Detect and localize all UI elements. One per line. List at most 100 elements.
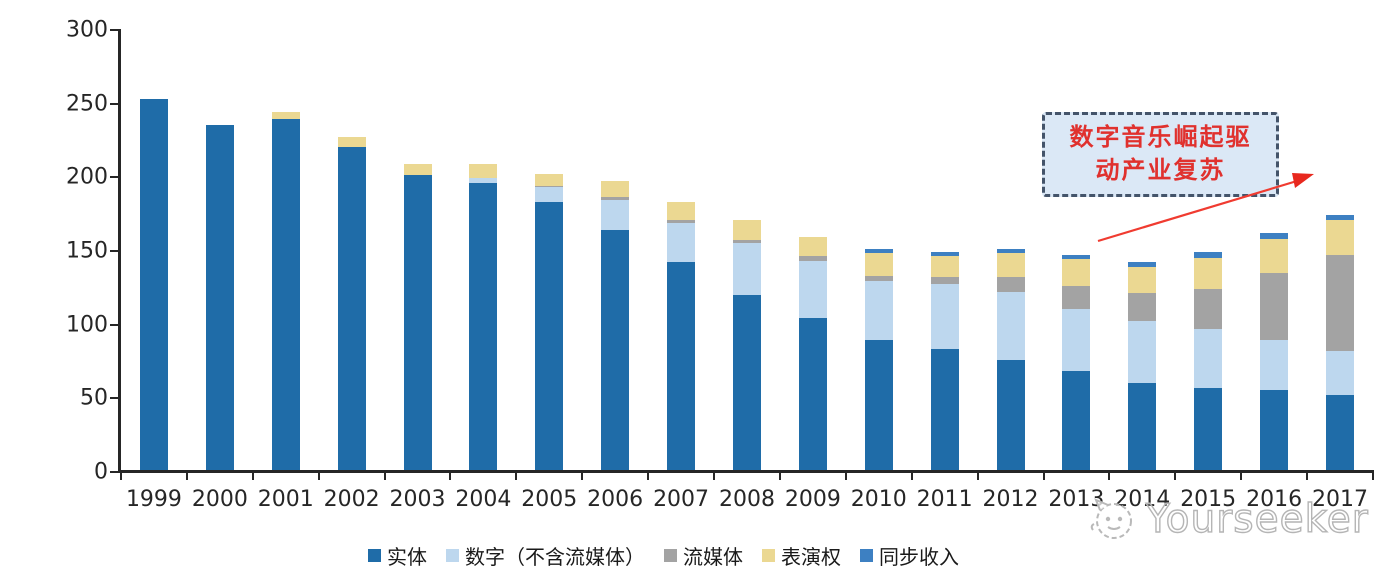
legend-swatch-icon: [368, 549, 381, 562]
bar-slot-2001: [253, 30, 319, 470]
stacked-bar-2011: [930, 251, 959, 470]
bar-slot-1999: [121, 30, 187, 470]
bar-segment-表演权-2003: [403, 163, 432, 176]
bar-slot-2009: [780, 30, 846, 470]
bar-slot-2008: [714, 30, 780, 470]
legend-item-数字（不含流媒体）: 数字（不含流媒体）: [446, 541, 645, 570]
legend-item-表演权: 表演权: [762, 541, 841, 570]
x-tick-label-2002: 2002: [323, 487, 380, 512]
bar-slot-2005: [516, 30, 582, 470]
x-tick-mark: [1240, 472, 1243, 480]
bar-segment-流媒体-2011: [930, 277, 959, 285]
stacked-bar-2012: [996, 249, 1025, 470]
bar-segment-流媒体-2012: [996, 277, 1025, 292]
y-tick-mark: [110, 102, 119, 105]
bar-slot-2014: [1109, 30, 1175, 470]
bar-slot-2002: [319, 30, 385, 470]
x-tick-label-2004: 2004: [455, 487, 512, 512]
bar-segment-表演权-2016: [1260, 238, 1289, 273]
bar-slot-2015: [1175, 30, 1241, 470]
x-tick-label-2010: 2010: [850, 487, 907, 512]
bar-slot-2010: [846, 30, 912, 470]
bar-segment-流媒体-2013: [1062, 285, 1091, 310]
stacked-bar-2014: [1128, 262, 1157, 470]
bar-segment-实体-2016: [1260, 390, 1289, 470]
bar-segment-表演权-2013: [1062, 259, 1091, 286]
bar-segment-实体-2005: [535, 201, 564, 470]
bar-segment-数字（不含流媒体）-2006: [601, 200, 630, 230]
bar-segment-表演权-2017: [1325, 219, 1354, 255]
bar-segment-表演权-2001: [271, 112, 300, 120]
legend-item-流媒体: 流媒体: [664, 541, 743, 570]
bar-segment-实体-2008: [732, 294, 761, 470]
y-tick-label-250: 250: [66, 91, 108, 117]
x-axis-line: [118, 470, 1374, 473]
bar-segment-实体-2013: [1062, 371, 1091, 470]
bar-segment-流媒体-2010: [864, 275, 893, 282]
bar-segment-流媒体-2005: [535, 185, 564, 188]
stacked-bar-2000: [205, 125, 234, 470]
bar-segment-实体-2003: [403, 175, 432, 470]
annotation-text-line2: 动产业复苏: [1095, 157, 1226, 184]
bar-segment-表演权-2015: [1194, 257, 1223, 289]
bar-segment-数字（不含流媒体）-2005: [535, 187, 564, 202]
bar-slot-2011: [912, 30, 978, 470]
bar-segment-数字（不含流媒体）-2016: [1260, 340, 1289, 391]
bar-segment-数字（不含流媒体）-2017: [1325, 350, 1354, 395]
bar-segment-实体-2004: [469, 182, 498, 470]
bar-segment-同步收入-2017: [1325, 215, 1354, 220]
bar-segment-数字（不含流媒体）-2014: [1128, 321, 1157, 384]
bar-segment-数字（不含流媒体）-2011: [930, 284, 959, 350]
bar-segment-流媒体-2017: [1325, 254, 1354, 351]
x-tick-mark: [581, 472, 584, 480]
x-axis-tick-labels: 1999 2000 2001 2002 2003 2004 2005 2006 2007 2008…: [121, 487, 1373, 512]
chart-legend: 实体 数字（不含流媒体） 流媒体 表演权 同步收入: [368, 541, 959, 570]
bar-segment-数字（不含流媒体）-2015: [1194, 328, 1223, 388]
x-tick-mark: [317, 472, 320, 480]
x-tick-mark: [910, 472, 913, 480]
y-tick-label-300: 300: [66, 17, 108, 43]
bar-segment-数字（不含流媒体）-2013: [1062, 309, 1091, 372]
bar-segment-数字（不含流媒体）-2012: [996, 291, 1025, 360]
y-tick-label-100: 100: [66, 312, 108, 338]
bar-segment-实体-2009: [798, 318, 827, 470]
stacked-bar-2001: [271, 112, 300, 470]
legend-swatch-icon: [860, 549, 873, 562]
x-tick-mark: [844, 472, 847, 480]
x-tick-mark: [515, 472, 518, 480]
y-tick-label-200: 200: [66, 164, 108, 190]
bar-segment-同步收入-2015: [1194, 251, 1223, 258]
y-tick-label-150: 150: [66, 238, 108, 264]
bar-slot-2004: [450, 30, 516, 470]
x-tick-mark: [976, 472, 979, 480]
x-tick-mark: [1372, 472, 1374, 480]
legend-swatch-icon: [446, 549, 459, 562]
stacked-bar-2004: [469, 163, 498, 470]
legend-label: 实体: [387, 547, 427, 569]
bar-segment-流媒体-2015: [1194, 288, 1223, 329]
bar-segment-表演权-2012: [996, 253, 1025, 278]
x-tick-mark: [1174, 472, 1177, 480]
bar-segment-实体-1999: [139, 98, 168, 470]
y-tick-mark: [110, 471, 119, 473]
x-tick-label-2003: 2003: [389, 487, 446, 512]
bar-segment-同步收入-2012: [996, 249, 1025, 254]
x-tick-mark: [1108, 472, 1111, 480]
bar-slot-2000: [187, 30, 253, 470]
stacked-bar-2017: [1325, 215, 1354, 470]
bar-segment-表演权-2009: [798, 237, 827, 257]
watermark-text: Yourseeker: [1145, 496, 1369, 542]
plot-area: [121, 30, 1373, 470]
bar-segment-数字（不含流媒体）-2009: [798, 260, 827, 319]
stacked-bar-1999: [139, 98, 168, 470]
bar-segment-表演权-2005: [535, 173, 564, 186]
x-tick-mark: [1042, 472, 1045, 480]
x-tick-label-2017: 2017: [1311, 487, 1368, 512]
bar-segment-实体-2002: [337, 147, 366, 470]
annotation-text-line1: 数字音乐崛起驱: [1069, 124, 1252, 151]
stacked-bar-2010: [864, 249, 893, 470]
bar-segment-实体-2012: [996, 359, 1025, 470]
x-tick-mark: [713, 472, 716, 480]
y-axis-line: [118, 29, 121, 473]
